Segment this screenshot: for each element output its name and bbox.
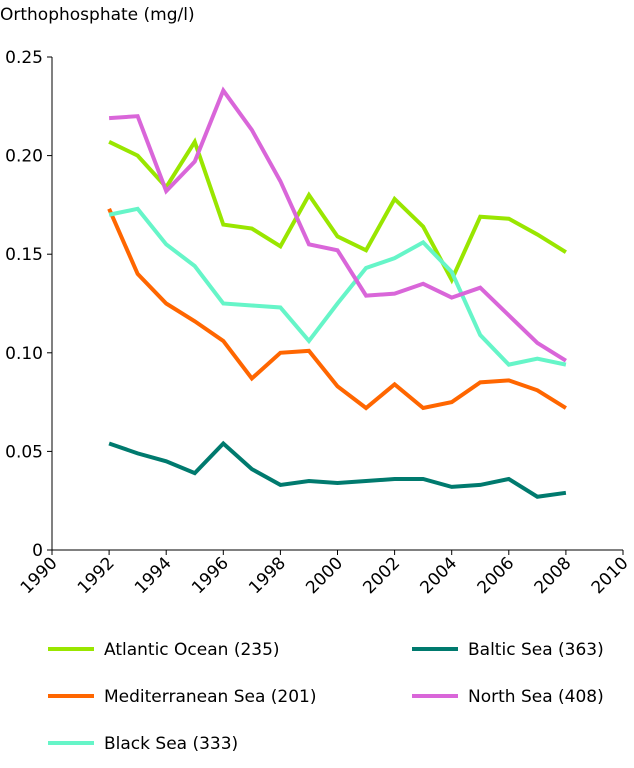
y-tick-label: 0.05 <box>5 442 43 462</box>
x-tick-label: 1992 <box>74 553 119 598</box>
y-tick-label: 0.25 <box>5 48 43 68</box>
legend-label: North Sea (408) <box>468 687 604 707</box>
x-tick-label: 2000 <box>302 553 347 598</box>
legend-label: Atlantic Ocean (235) <box>104 640 280 660</box>
x-tick-label: 2004 <box>417 553 462 598</box>
legend-label: Baltic Sea (363) <box>468 640 604 660</box>
x-tick-label: 1996 <box>188 553 233 598</box>
x-tick-label: 2006 <box>474 553 519 598</box>
series-line-4 <box>108 86 567 363</box>
series-line-0 <box>108 137 567 285</box>
x-tick-label: 2010 <box>588 553 633 598</box>
y-tick-label: 0.10 <box>5 344 43 364</box>
x-tick-label: 1994 <box>131 553 176 598</box>
x-tick-label: 1998 <box>245 553 290 598</box>
series-line-2 <box>108 206 567 367</box>
chart-title: Orthophosphate (mg/l) <box>0 5 195 25</box>
x-tick-label: 2008 <box>531 553 576 598</box>
y-tick-label: 0.15 <box>5 245 43 265</box>
legend-label: Black Sea (333) <box>104 734 238 754</box>
legend-label: Mediterranean Sea (201) <box>104 687 316 707</box>
x-tick-label: 2002 <box>359 553 404 598</box>
y-tick-label: 0.20 <box>5 147 43 167</box>
series-line-1 <box>107 208 567 411</box>
series-line-3 <box>108 440 567 499</box>
y-tick-label: 0 <box>32 541 43 561</box>
